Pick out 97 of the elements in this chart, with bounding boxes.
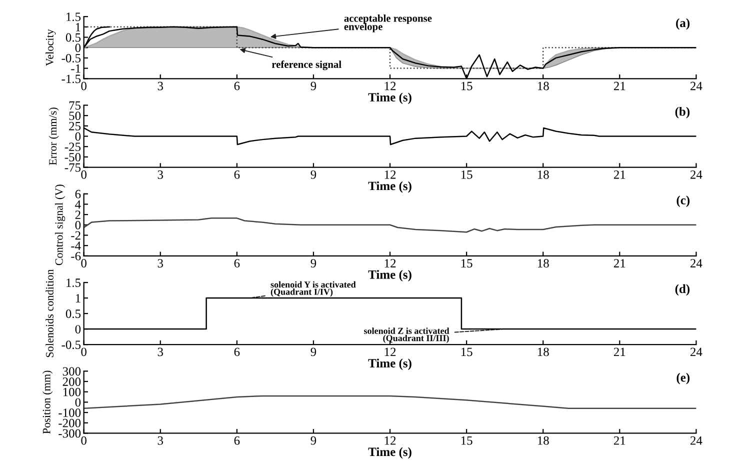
y-tick-label: -0.5 <box>62 340 81 350</box>
annotation: (b) <box>675 107 690 118</box>
x-tick-label: 0 <box>81 259 86 268</box>
x-tick-label: 24 <box>690 348 702 356</box>
x-tick-label: 3 <box>158 170 164 179</box>
x-tick-label: 9 <box>310 348 316 356</box>
x-axis-title: Time (s) <box>368 92 412 104</box>
x-tick-label: 24 <box>690 82 702 90</box>
y-tick-label: 0.5 <box>66 310 81 318</box>
y-tick-label: -200 <box>58 418 81 428</box>
y-tick-label: 25 <box>69 122 81 130</box>
x-tick-label: 12 <box>384 170 396 179</box>
y-tick-label: -1 <box>71 64 80 73</box>
x-tick-label: 15 <box>461 436 472 445</box>
x-tick-label: 18 <box>538 259 549 268</box>
x-tick-label: 9 <box>310 259 316 268</box>
y-tick-label: -100 <box>58 408 81 417</box>
x-tick-label: 0 <box>81 170 86 179</box>
x-tick-label: 21 <box>614 348 626 356</box>
x-tick-label: 18 <box>538 170 549 179</box>
x-axis-title: Time (s) <box>368 181 412 193</box>
y-tick-label: -4 <box>71 242 81 250</box>
annotation: acceptable response envelope <box>344 14 432 32</box>
y-tick-label: 75 <box>69 101 81 110</box>
x-tick-label: 0 <box>81 436 86 445</box>
y-tick-label: -300 <box>58 429 81 438</box>
y-tick-label: 0 <box>75 132 81 141</box>
y-tick-label: 1 <box>76 23 80 32</box>
y-tick-label: -50 <box>64 152 81 162</box>
x-tick-label: 9 <box>310 82 316 90</box>
x-tick-label: 12 <box>384 348 396 356</box>
x-tick-label: 0 <box>81 82 86 90</box>
y-axis-title: Position (mm) <box>42 370 53 434</box>
y-tick-label: 0 <box>75 398 81 407</box>
x-tick-label: 18 <box>538 82 549 90</box>
y-tick-label: 4 <box>75 200 81 209</box>
y-tick-label: 200 <box>62 378 81 386</box>
x-axis-title: Time (s) <box>368 358 412 370</box>
x-tick-label: 21 <box>614 436 626 445</box>
x-tick-label: 18 <box>538 348 549 356</box>
x-tick-label: 21 <box>614 259 626 268</box>
x-tick-label: 6 <box>234 259 240 268</box>
y-tick-label: 0 <box>75 325 81 334</box>
x-tick-label: 0 <box>81 348 86 356</box>
y-axis-title: Control signal (V) <box>54 184 66 266</box>
y-tick-label: -75 <box>64 163 81 172</box>
y-tick-label: 0 <box>75 44 81 52</box>
y-tick-label: -2 <box>71 231 80 240</box>
y-tick-label: 50 <box>69 112 81 120</box>
x-tick-label: 12 <box>384 436 396 445</box>
x-tick-label: 6 <box>234 436 240 445</box>
x-tick-label: 6 <box>234 82 240 90</box>
x-tick-label: 24 <box>690 436 702 445</box>
x-tick-label: 24 <box>690 170 702 179</box>
annotation: (e) <box>676 372 690 384</box>
x-tick-label: 6 <box>234 348 240 356</box>
x-tick-label: 3 <box>158 348 164 356</box>
x-axis-title: Time (s) <box>368 270 412 282</box>
y-tick-label: 300 <box>62 367 81 376</box>
x-tick-label: 15 <box>461 170 472 179</box>
annotation: solenoid Z is activated (Quadrant II/III) <box>364 328 450 344</box>
x-tick-label: 15 <box>461 259 472 268</box>
x-tick-label: 9 <box>310 170 316 179</box>
x-tick-label: 12 <box>384 259 396 268</box>
y-tick-label: 6 <box>75 190 81 198</box>
y-axis-title: Solenoids condition <box>46 269 54 358</box>
y-tick-label: -6 <box>71 252 81 260</box>
x-tick-label: 12 <box>384 82 396 90</box>
x-tick-label: 9 <box>310 436 316 445</box>
y-axis-title: Velocity <box>46 29 56 66</box>
x-tick-label: 15 <box>461 82 472 90</box>
x-tick-label: 15 <box>461 348 472 356</box>
x-tick-label: 6 <box>234 170 240 179</box>
x-tick-label: 21 <box>614 82 626 90</box>
annotation: (c) <box>676 196 690 207</box>
y-tick-label: -25 <box>64 142 81 152</box>
y-tick-label: 1.5 <box>66 12 81 22</box>
annotation: reference signal <box>272 60 342 70</box>
y-tick-label: -0.5 <box>62 54 81 62</box>
x-tick-label: 24 <box>690 259 702 268</box>
annotation: (a) <box>676 18 690 30</box>
y-tick-label: 1.5 <box>66 278 81 288</box>
x-tick-label: 3 <box>158 436 164 445</box>
annotation: (d) <box>675 284 690 296</box>
x-tick-label: 3 <box>158 259 164 268</box>
y-axis-title: Error (mm/s) <box>48 108 59 166</box>
x-tick-label: 21 <box>614 170 626 179</box>
x-tick-label: 18 <box>538 436 549 445</box>
y-tick-label: 0 <box>75 220 81 230</box>
x-axis-title: Time (s) <box>368 447 412 459</box>
y-tick-label: -1.5 <box>62 74 81 84</box>
x-tick-label: 3 <box>158 82 164 90</box>
y-tick-label: 2 <box>75 210 80 219</box>
y-tick-label: 0.5 <box>66 33 81 42</box>
y-tick-label: 1 <box>76 294 80 302</box>
annotation: solenoid Y is activated (Quadrant I/IV) <box>270 281 356 297</box>
y-tick-label: 100 <box>63 388 81 396</box>
